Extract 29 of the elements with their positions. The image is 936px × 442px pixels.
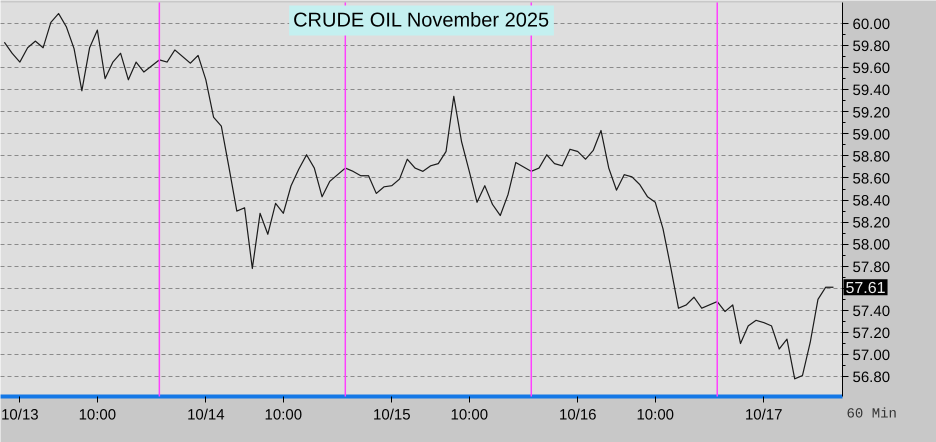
- y-tick-label: 58.80: [852, 148, 890, 166]
- y-tick-label: 57.00: [852, 347, 890, 364]
- y-tick-label: 58.00: [852, 236, 890, 254]
- y-tick-label: 57.80: [852, 258, 890, 276]
- x-tick-label: 10/17: [744, 406, 783, 424]
- x-tick-label: 10:00: [450, 406, 488, 424]
- y-tick-label: 58.40: [852, 192, 890, 210]
- y-tick-label: 59.20: [852, 104, 890, 122]
- x-tick-label: 10/13: [1, 406, 39, 424]
- y-tick-label: 56.80: [852, 369, 890, 386]
- x-tick-label: 10/16: [558, 406, 597, 424]
- x-tick-label: 10:00: [636, 406, 674, 424]
- line-series: [4, 12, 834, 380]
- y-tick-label: 58.20: [852, 214, 890, 232]
- x-tick-label: 10:00: [264, 406, 302, 424]
- y-tick-label: 57.20: [852, 324, 890, 342]
- y-tick-label: 57.40: [852, 302, 890, 320]
- y-tick-label: 58.60: [852, 170, 890, 188]
- chart-title: CRUDE OIL November 2025: [293, 10, 550, 32]
- y-tick-label: 59.60: [852, 60, 890, 78]
- y-tick-label: 60.00: [852, 16, 890, 33]
- y-tick-label: 59.40: [852, 82, 890, 100]
- y-tick-label: 59.80: [852, 38, 890, 56]
- x-tick-label: 10/14: [187, 406, 225, 424]
- data-label: 57.61: [846, 280, 886, 298]
- y-tick-label: 59.00: [852, 126, 890, 144]
- x-tick-label: 10/15: [373, 406, 411, 424]
- x-tick-label: 10:00: [78, 406, 116, 424]
- text: 60 Min: [846, 406, 897, 422]
